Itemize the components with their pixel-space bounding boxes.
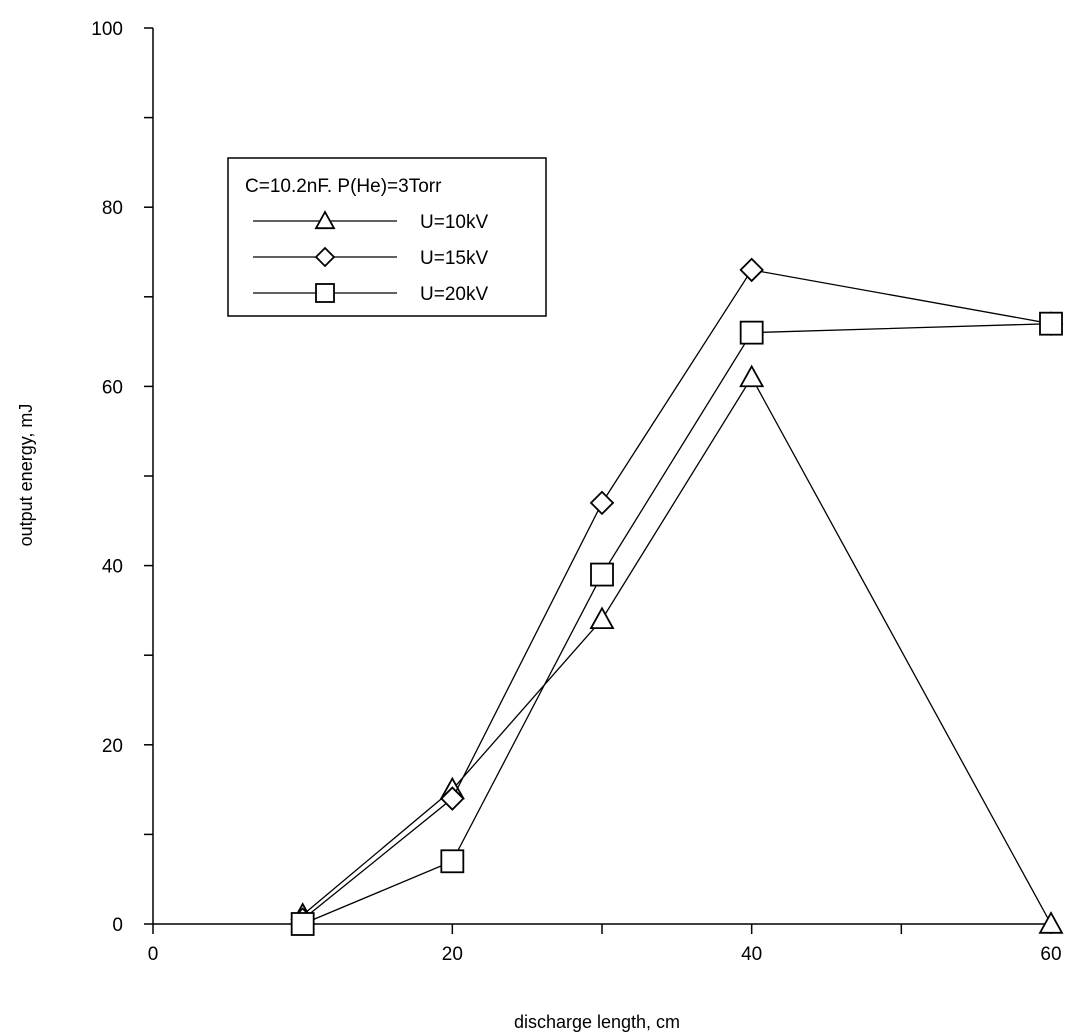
square-marker [440, 849, 465, 874]
legend-diamond-marker [314, 246, 336, 268]
y-tick-label: 0 [112, 915, 123, 936]
series-line [302, 376, 1052, 925]
series-line [302, 323, 1052, 925]
legend-label: U=20kV [420, 284, 488, 305]
legend-square-marker [315, 283, 335, 303]
diamond-marker [440, 786, 465, 811]
legend-box [227, 157, 547, 317]
y-tick-label: 80 [102, 198, 123, 219]
legend-triangle-marker [314, 210, 336, 230]
diamond-marker [739, 257, 764, 283]
y-tick-label: 40 [102, 557, 123, 578]
triangle-marker [739, 364, 765, 388]
y-tick-label: 60 [102, 377, 123, 398]
x-tick-label: 20 [442, 944, 463, 965]
square-marker [290, 912, 315, 936]
legend-label: U=15kV [420, 248, 488, 269]
triangle-marker [1038, 911, 1064, 934]
x-tick-label: 40 [741, 944, 762, 965]
series-line [302, 269, 1052, 921]
legend-label: U=10kV [420, 212, 488, 233]
diamond-marker [589, 490, 615, 516]
series-diamond [290, 257, 1064, 932]
legend-title: C=10.2nF. P(He)=3Torr [245, 176, 442, 197]
series-layer [290, 257, 1064, 936]
square-marker [739, 320, 764, 345]
legend: C=10.2nF. P(He)=3Torr U=10kV U=15kV U=20kV [227, 157, 547, 317]
axis-ticks: 0 20 40 60 0 20 40 60 80 100 [91, 19, 1061, 965]
x-axis-title: discharge length, cm [514, 1012, 680, 1032]
series-square [290, 311, 1063, 936]
square-marker [590, 562, 614, 587]
square-marker [1039, 311, 1063, 336]
triangle-marker [589, 606, 615, 630]
x-tick-label: 0 [148, 944, 159, 965]
y-axis-title: output energy, mJ [16, 404, 36, 547]
x-tick-label: 60 [1040, 944, 1061, 965]
series-triangle [290, 364, 1064, 934]
y-tick-label: 20 [102, 736, 123, 757]
y-tick-label: 100 [91, 19, 123, 40]
